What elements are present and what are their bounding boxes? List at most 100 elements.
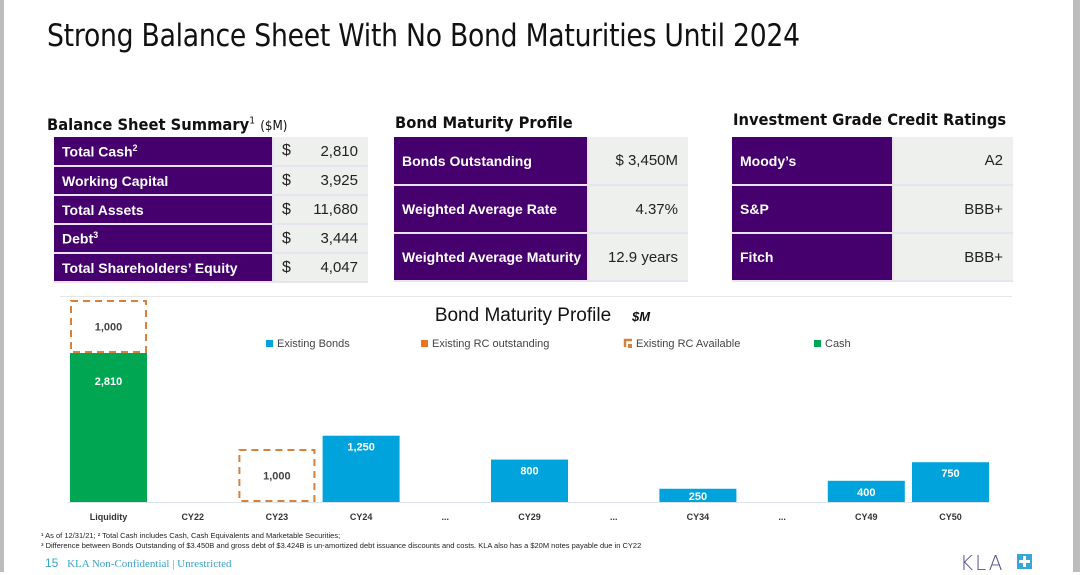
row-label: Total Shareholders’ Equity xyxy=(54,253,274,283)
x-tick-label: ... xyxy=(610,512,618,522)
row-label-text: Debt xyxy=(62,230,94,247)
x-tick-label: CY23 xyxy=(266,512,289,522)
row-label-text: Total Assets xyxy=(62,201,144,218)
legend-swatch xyxy=(623,338,632,347)
kla-logo: KLA xyxy=(960,551,1005,575)
x-tick-label: ... xyxy=(442,512,450,522)
rating-row: S&P BBB+ xyxy=(732,185,1013,234)
page-title: Strong Balance Sheet With No Bond Maturi… xyxy=(47,18,800,54)
agency-label: Fitch xyxy=(732,233,894,282)
x-tick-label: ... xyxy=(778,512,786,522)
balance-sheet-row: Working Capital $3,925 xyxy=(54,166,368,196)
x-tick-label: CY50 xyxy=(939,512,962,522)
row-label: Weighted Average Maturity xyxy=(394,233,589,282)
row-value: 4,047 xyxy=(304,253,368,283)
legend-label: Existing RC outstanding xyxy=(432,338,549,350)
row-label: Total Assets xyxy=(54,195,274,225)
chart-title-unit: $M xyxy=(631,309,651,324)
x-tick-label: CY22 xyxy=(181,512,204,522)
plus-icon xyxy=(1017,554,1032,569)
x-tick-label: CY49 xyxy=(855,512,878,522)
balance-sheet-row: Total Cash2 $2,810 xyxy=(54,137,368,167)
rating-value: BBB+ xyxy=(893,185,1013,234)
heading-unit: ($M) xyxy=(260,119,288,134)
row-label: Bonds Outstanding xyxy=(394,137,589,186)
balance-sheet-table: Total Cash2 $2,810 Working Capital $3,925 To… xyxy=(54,137,368,283)
bond-profile-row: Weighted Average Maturity 12.9 years xyxy=(394,233,688,282)
chart-title: Bond Maturity Profile xyxy=(435,305,611,326)
agency-label: Moody’s xyxy=(732,137,894,186)
legend-label: Cash xyxy=(825,338,851,350)
currency-symbol: $ xyxy=(273,195,304,225)
bar-rc-available xyxy=(70,299,147,354)
legend-swatch xyxy=(814,340,821,347)
footer: 15 KLA Non-Confidential | Unrestricted xyxy=(45,556,232,570)
row-value: 4.37% xyxy=(588,185,688,234)
row-value: $ 3,450M xyxy=(588,137,688,186)
row-value: 12.9 years xyxy=(588,233,688,282)
footnote-1: ¹ As of 12/31/21; ² Total Cash includes … xyxy=(41,531,341,540)
bar-label-existing-bonds: 250 xyxy=(689,491,707,503)
x-tick-label: CY34 xyxy=(687,512,710,522)
bar-cash xyxy=(70,353,147,502)
bond-profile-row: Bonds Outstanding $ 3,450M xyxy=(394,137,688,186)
classification: KLA Non-Confidential | Unrestricted xyxy=(67,558,232,570)
rating-value: BBB+ xyxy=(893,233,1013,282)
legend-label: Existing Bonds xyxy=(277,338,350,350)
agency-label: S&P xyxy=(732,185,894,234)
ratings-heading: Investment Grade Credit Ratings xyxy=(733,110,1007,129)
balance-sheet-heading: Balance Sheet Summary1 ($M) xyxy=(47,115,287,134)
row-superscript: 3 xyxy=(93,230,99,241)
row-label: Working Capital xyxy=(54,166,274,196)
bond-profile-table: Bonds Outstanding $ 3,450M Weighted Averag… xyxy=(394,137,688,282)
legend-swatch-inner xyxy=(628,344,632,348)
row-label: Total Cash2 xyxy=(54,137,274,167)
currency-symbol: $ xyxy=(273,224,304,254)
row-value: 11,680 xyxy=(304,195,368,225)
row-label-text: Total Shareholders’ Equity xyxy=(62,259,238,276)
bond-profile-row: Weighted Average Rate 4.37% xyxy=(394,185,688,234)
row-superscript: 2 xyxy=(132,142,138,153)
section-divider xyxy=(60,296,1012,297)
bar-existing-bonds xyxy=(659,488,737,502)
currency-symbol: $ xyxy=(273,253,304,283)
row-label: Debt3 xyxy=(54,224,274,254)
legend-label: Existing RC Available xyxy=(636,338,740,350)
bar-label-existing-bonds: 800 xyxy=(520,466,538,478)
bar-label-rc-available: 1,000 xyxy=(263,470,291,482)
heading-superscript: 1 xyxy=(249,115,256,127)
bar-label-existing-bonds: 750 xyxy=(941,468,959,480)
row-value: 3,925 xyxy=(304,166,368,196)
rating-value: A2 xyxy=(893,137,1013,186)
row-value: 3,444 xyxy=(304,224,368,254)
row-label-text: Working Capital xyxy=(62,172,169,189)
right-scrollbar[interactable] xyxy=(1073,0,1080,572)
bar-existing-bonds xyxy=(912,462,989,502)
x-tick-label: Liquidity xyxy=(90,512,128,522)
balance-sheet-row: Debt3 $3,444 xyxy=(54,224,368,254)
bar-existing-bonds xyxy=(322,435,400,502)
rating-row: Fitch BBB+ xyxy=(732,233,1013,282)
bond-profile-heading: Bond Maturity Profile xyxy=(395,113,573,132)
legend-swatch xyxy=(266,340,273,347)
currency-symbol: $ xyxy=(273,166,304,196)
bar-label-rc-available: 1,000 xyxy=(95,321,123,333)
bar-rc-available xyxy=(238,448,316,503)
bar-label-existing-bonds: 1,250 xyxy=(347,442,375,454)
footnote-2: ³ Difference between Bonds Outstanding o… xyxy=(41,541,642,550)
currency-symbol: $ xyxy=(273,137,304,167)
row-label: Weighted Average Rate xyxy=(394,185,589,234)
row-value: 2,810 xyxy=(304,137,368,167)
balance-sheet-row: Total Assets $11,680 xyxy=(54,195,368,225)
bond-maturity-chart: Bond Maturity Profile $M Existing Bonds Exi… xyxy=(68,299,991,522)
row-label-text: Total Cash xyxy=(62,143,133,160)
balance-sheet-heading-text: Balance Sheet Summary xyxy=(47,115,250,134)
x-tick-label: CY29 xyxy=(518,512,541,522)
ratings-table: Moody’s A2 S&P BBB+ Fitch BBB+ xyxy=(732,137,1013,282)
bar-existing-bonds xyxy=(491,459,568,502)
rating-row: Moody’s A2 xyxy=(732,137,1013,186)
legend-swatch xyxy=(421,340,428,347)
left-edge xyxy=(0,0,4,572)
balance-sheet-row: Total Shareholders’ Equity $4,047 xyxy=(54,253,368,283)
bar-existing-bonds xyxy=(827,480,905,502)
